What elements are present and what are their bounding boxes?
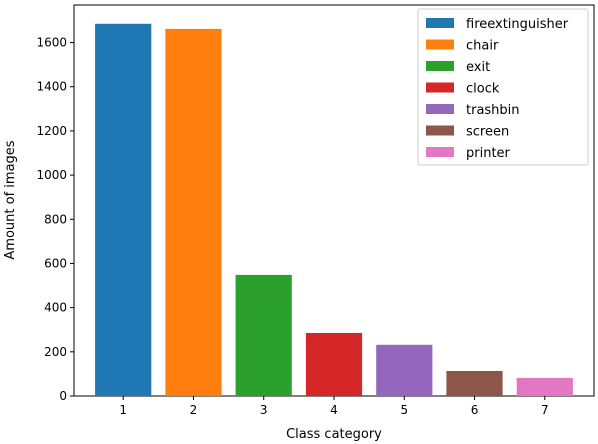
bar-7	[516, 377, 573, 396]
legend-box	[417, 8, 589, 166]
y-tick-label: 600	[44, 256, 67, 270]
y-tick-label: 1000	[36, 168, 67, 182]
legend-label: exit	[466, 60, 490, 75]
y-axis: 0 200 400 600 800 1000 1200 1400 1600	[36, 36, 74, 403]
y-axis-label: Amount of images	[3, 140, 18, 259]
legend-label: clock	[466, 82, 500, 97]
legend-swatch	[426, 39, 454, 50]
legend: fireextinguisher chair exit clock trashbin sc…	[417, 8, 589, 166]
legend-label: printer	[466, 146, 511, 161]
bar-5	[376, 344, 433, 396]
bar-1	[95, 23, 152, 397]
y-tick-label: 1600	[36, 36, 67, 50]
x-tick-label: 2	[190, 403, 198, 417]
bar-4	[305, 333, 363, 396]
legend-label: fireextinguisher	[466, 17, 569, 32]
bar-6	[446, 371, 503, 396]
x-axis-label: Class category	[286, 427, 382, 442]
x-tick-label: 5	[400, 403, 408, 417]
legend-label: screen	[466, 125, 509, 140]
y-tick-label: 200	[44, 345, 67, 359]
y-tick-label: 1400	[36, 80, 67, 94]
y-tick-label: 400	[44, 301, 67, 315]
y-tick-label: 0	[59, 389, 67, 403]
y-tick-label: 1200	[36, 124, 67, 138]
legend-swatch	[426, 147, 454, 157]
legend-label: chair	[466, 39, 499, 54]
x-tick-label: 1	[119, 403, 127, 417]
legend-label: trashbin	[466, 103, 520, 118]
legend-swatch	[426, 104, 454, 114]
legend-swatch	[426, 18, 454, 28]
x-tick-label: 3	[260, 403, 268, 417]
x-tick-label: 6	[471, 403, 479, 417]
legend-swatch	[426, 125, 454, 136]
x-tick-label: 7	[541, 403, 549, 417]
x-tick-label: 4	[330, 403, 338, 417]
legend-swatch	[426, 61, 454, 71]
legend-swatch	[426, 82, 454, 93]
bars-group	[95, 23, 573, 397]
bar-2	[165, 28, 222, 397]
y-tick-label: 800	[44, 212, 67, 226]
bar-3	[235, 274, 292, 396]
x-axis: 1 2 3 4 5 6 7	[119, 396, 549, 417]
